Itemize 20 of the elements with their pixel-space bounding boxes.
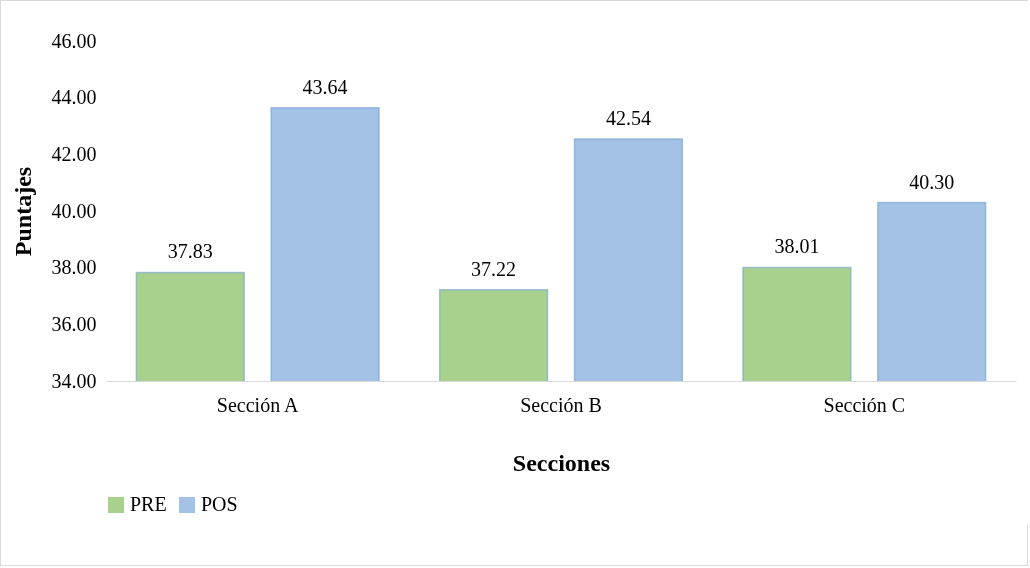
data-label: 43.64 xyxy=(302,75,348,98)
x-tick-label: Sección B xyxy=(520,393,602,416)
x-axis-title: Secciones xyxy=(512,449,611,476)
data-label: 37.83 xyxy=(167,240,213,263)
legend-label: PRE xyxy=(130,493,167,515)
y-tick-label: 34.00 xyxy=(51,369,97,392)
data-label: 40.30 xyxy=(909,170,955,193)
y-tick-label: 40.00 xyxy=(51,199,97,222)
y-tick-label: 42.00 xyxy=(51,142,97,165)
x-tick-label: Sección A xyxy=(216,393,300,416)
y-tick-label: 44.00 xyxy=(51,86,97,109)
data-label: 42.54 xyxy=(605,107,651,130)
legend-label: POS xyxy=(201,493,238,515)
y-tick-label: 38.00 xyxy=(51,256,97,279)
data-label: 38.01 xyxy=(774,235,820,258)
x-tick-label: Sección C xyxy=(823,393,906,416)
y-tick-label: 36.00 xyxy=(51,312,97,335)
data-label: 37.22 xyxy=(471,257,517,280)
y-tick-label: 46.00 xyxy=(51,29,97,52)
y-axis-title: Puntajes xyxy=(9,166,36,257)
